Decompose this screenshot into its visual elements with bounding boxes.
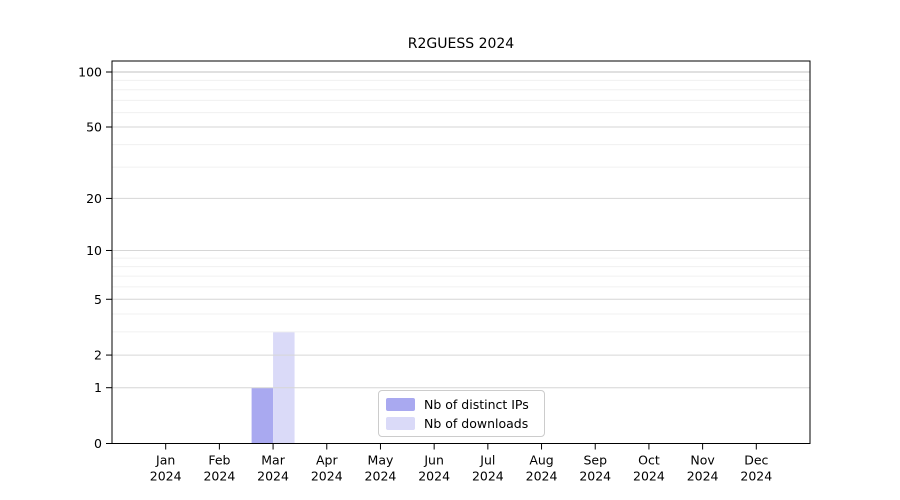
y-tick-label-1: 1 (94, 380, 102, 395)
x-tick-month-jul: Jul (479, 453, 495, 468)
x-tick-year-nov: 2024 (687, 469, 719, 484)
x-tick-year-sep: 2024 (579, 469, 611, 484)
y-tick-label-5: 5 (94, 292, 102, 307)
x-tick-month-dec: Dec (744, 453, 768, 468)
legend-swatch-downloads (386, 416, 415, 430)
x-tick-year-may: 2024 (365, 469, 397, 484)
x-tick-month-feb: Feb (208, 453, 230, 468)
x-tick-year-apr: 2024 (311, 469, 343, 484)
x-tick-year-oct: 2024 (633, 469, 665, 484)
x-tick-year-mar: 2024 (257, 469, 289, 484)
legend-swatch-distinct-ips (386, 397, 415, 411)
chart-legend: Nb of distinct IPs Nb of downloads (378, 390, 545, 437)
y-axis: 0 1 2 5 10 20 50 100 (78, 65, 112, 451)
x-tick-month-oct: Oct (638, 453, 660, 468)
x-tick-month-sep: Sep (583, 453, 607, 468)
x-tick-year-feb: 2024 (203, 469, 235, 484)
x-tick-year-jun: 2024 (418, 469, 450, 484)
x-tick-year-dec: 2024 (740, 469, 772, 484)
x-tick-month-may: May (368, 453, 394, 468)
y-tick-label-50: 50 (86, 120, 102, 135)
x-tick-month-apr: Apr (316, 453, 338, 468)
x-tick-month-nov: Nov (690, 453, 715, 468)
x-tick-year-aug: 2024 (526, 469, 558, 484)
y-tick-label-20: 20 (86, 191, 102, 206)
x-tick-month-jun: Jun (423, 453, 444, 468)
y-tick-label-100: 100 (78, 65, 102, 80)
chart-title: R2GUESS 2024 (407, 36, 515, 52)
legend-label-distinct-ips: Nb of distinct IPs (424, 396, 529, 412)
x-tick-month-jan: Jan (155, 453, 175, 468)
legend-item-distinct-ips: Nb of distinct IPs (386, 397, 537, 412)
y-tick-label-2: 2 (94, 348, 102, 363)
legend-item-downloads: Nb of downloads (386, 416, 537, 431)
x-tick-month-aug: Aug (529, 453, 553, 468)
gridlines (112, 71, 810, 389)
legend-label-downloads: Nb of downloads (424, 415, 529, 431)
plot-border (111, 60, 811, 444)
y-tick-label-0: 0 (94, 436, 102, 451)
x-tick-year-jul: 2024 (472, 469, 504, 484)
x-tick-month-mar: Mar (261, 453, 285, 468)
x-tick-year-jan: 2024 (150, 469, 182, 484)
x-axis: Jan2024Feb2024Mar2024Apr2024May2024Jun20… (150, 443, 772, 484)
y-tick-label-10: 10 (86, 243, 102, 258)
bar-distinct-ips-mar (251, 387, 274, 444)
